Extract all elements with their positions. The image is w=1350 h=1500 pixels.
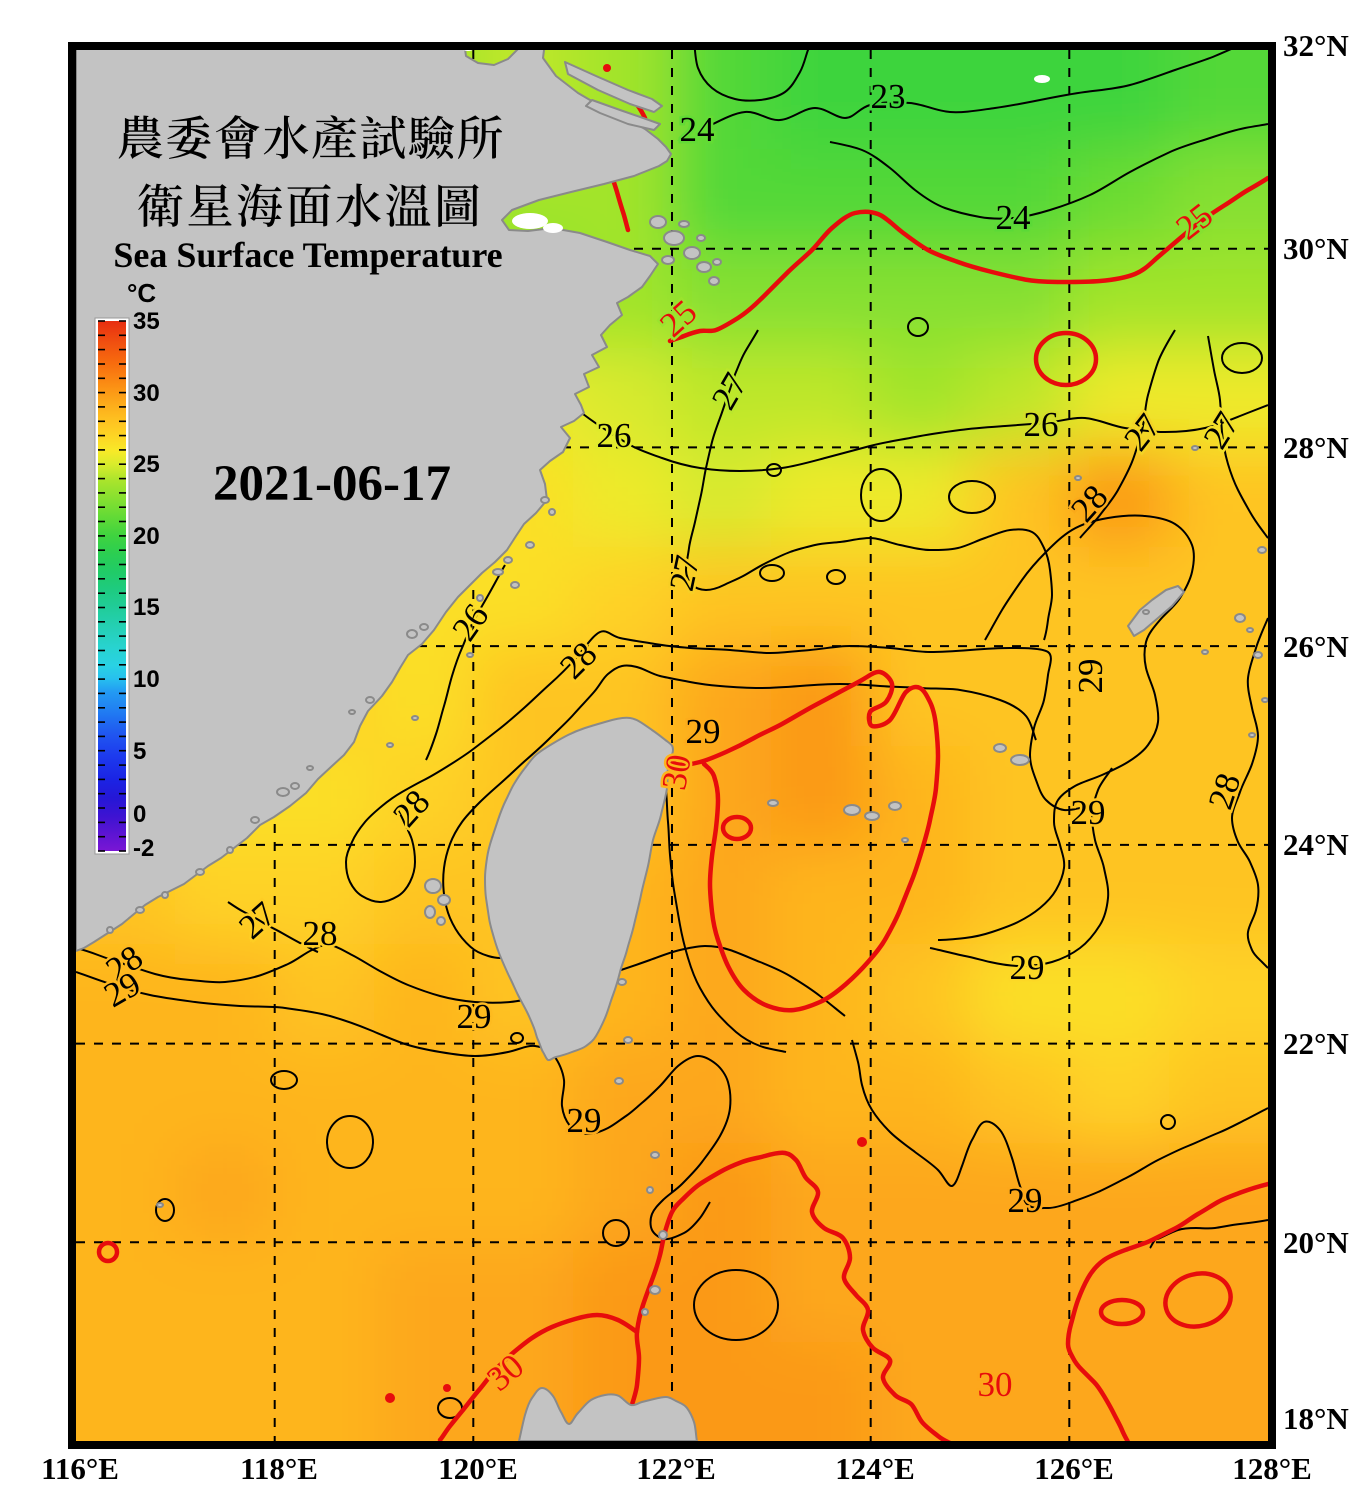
svg-text:2021-06-17: 2021-06-17 (213, 456, 451, 512)
svg-text:29: 29 (1010, 948, 1045, 987)
svg-text:29: 29 (686, 712, 721, 751)
svg-text:29: 29 (457, 997, 492, 1036)
svg-text:29: 29 (1008, 1181, 1043, 1220)
svg-text:Sea Surface Temperature: Sea Surface Temperature (113, 235, 502, 275)
svg-text:26°N: 26°N (1283, 629, 1349, 664)
svg-text:25: 25 (133, 451, 160, 478)
svg-text:15: 15 (133, 594, 160, 621)
svg-text:26: 26 (597, 416, 632, 455)
svg-text:30°N: 30°N (1283, 231, 1349, 266)
svg-text:24: 24 (680, 110, 715, 149)
svg-text:35: 35 (133, 308, 160, 335)
svg-text:118°E: 118°E (240, 1451, 318, 1486)
svg-text:20°N: 20°N (1283, 1225, 1349, 1260)
svg-text:22°N: 22°N (1283, 1026, 1349, 1061)
svg-text:120°E: 120°E (438, 1451, 518, 1486)
svg-text:128°E: 128°E (1232, 1451, 1312, 1486)
svg-text:32°N: 32°N (1283, 28, 1349, 63)
svg-text:116°E: 116°E (41, 1451, 119, 1486)
svg-text:24°N: 24°N (1283, 827, 1349, 862)
svg-text:0: 0 (133, 801, 146, 828)
svg-text:28: 28 (303, 914, 338, 953)
svg-text:30: 30 (978, 1365, 1013, 1404)
svg-text:30: 30 (133, 380, 160, 407)
svg-text:26: 26 (1024, 405, 1059, 444)
svg-text:30: 30 (654, 751, 698, 792)
svg-text:124°E: 124°E (835, 1451, 915, 1486)
svg-text:28°N: 28°N (1283, 430, 1349, 465)
svg-text:18°N: 18°N (1283, 1401, 1349, 1436)
svg-text:23: 23 (871, 77, 906, 116)
svg-text:29: 29 (1071, 659, 1110, 694)
svg-text:5: 5 (133, 738, 146, 765)
svg-text:126°E: 126°E (1034, 1451, 1114, 1486)
svg-text:°C: °C (127, 278, 156, 308)
svg-text:-2: -2 (133, 835, 154, 862)
svg-text:20: 20 (133, 523, 160, 550)
svg-text:24: 24 (996, 198, 1031, 237)
svg-text:122°E: 122°E (636, 1451, 716, 1486)
svg-text:29: 29 (1071, 793, 1106, 832)
svg-text:10: 10 (133, 666, 160, 693)
svg-text:29: 29 (567, 1101, 602, 1140)
